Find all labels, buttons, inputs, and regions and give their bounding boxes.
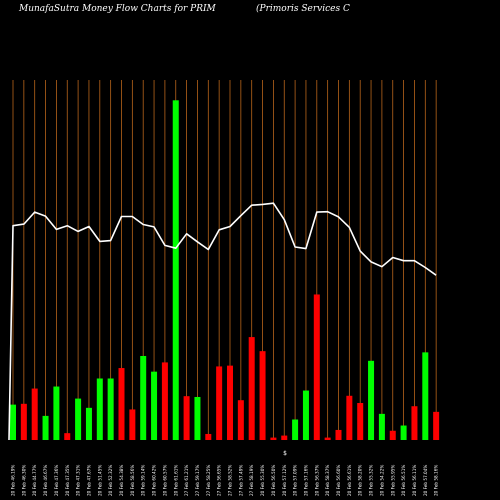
x-tick-label: 20 Feb 56.11% — [412, 465, 417, 496]
bar-down — [129, 409, 136, 440]
x-tick-label: 20 Feb 51.45% — [97, 465, 102, 496]
bar-up — [53, 386, 60, 440]
bar-down — [281, 435, 288, 440]
x-tick-label: 20 Feb 44.77% — [32, 465, 37, 496]
axis-marker: $ — [283, 450, 287, 457]
x-tick-label: 20 Feb 56.61% — [347, 465, 352, 496]
price-line — [8, 202, 437, 441]
x-tick-label: 27 Feb 56.65% — [217, 465, 222, 496]
bar-down — [31, 388, 38, 440]
bar-down — [270, 437, 277, 440]
bar-up — [85, 407, 92, 440]
x-tick-label: 20 Feb 60.42% — [152, 465, 157, 496]
bar-down — [433, 411, 440, 440]
x-tick-label: 27 Feb 57.49% — [238, 465, 243, 496]
bar-down — [183, 396, 190, 440]
x-tick-label: 20 Feb 58.37% — [325, 465, 330, 496]
bar-up — [10, 404, 16, 440]
x-tick-label: 20 Feb 56.50% — [271, 465, 276, 496]
bar-up — [42, 415, 49, 440]
x-tick-label: 20 Feb 47.36% — [54, 465, 59, 496]
x-tick-label: 27 Feb 58.25% — [206, 465, 211, 496]
bar-up — [194, 396, 201, 440]
x-tick-label: 20 Feb 47.31% — [76, 465, 81, 496]
bar-up — [378, 413, 385, 440]
bar-up — [368, 360, 375, 440]
bar-up — [292, 419, 299, 440]
bar-up — [172, 100, 179, 440]
x-tick-label: 27 Feb 58.19% — [249, 465, 254, 496]
x-tick-label: 20 Feb 57.04% — [423, 465, 428, 496]
x-tick-label: 20 Feb 54.38% — [119, 465, 124, 496]
bar-down — [411, 406, 418, 440]
x-tick-label: 20 Feb 47.35% — [65, 465, 70, 496]
x-tick-label: 20 Feb 52.32% — [108, 465, 113, 496]
bar-down — [259, 351, 266, 440]
x-tick-label: 20 Feb 47.67% — [86, 465, 91, 496]
x-tick-label: 27 Feb 61.21% — [184, 465, 189, 496]
x-tick-label: 27 Feb 58.52% — [228, 465, 233, 496]
bar-down — [227, 365, 233, 440]
bar-down — [118, 368, 125, 440]
bar-down — [389, 430, 396, 440]
bar-down — [161, 362, 168, 440]
bar-up — [75, 398, 82, 440]
chart-title: MunafaSutra Money Flow Charts for PRIM — [19, 4, 216, 14]
bar-down — [324, 437, 331, 440]
x-tick-label: 20 Feb 46.30% — [21, 465, 26, 496]
x-tick-label: 27 Feb 59.17% — [195, 465, 200, 496]
bar-down — [64, 433, 71, 440]
bar-down — [346, 395, 353, 440]
x-tick-label: 20 Feb 55.95% — [390, 465, 395, 496]
bar-down — [313, 294, 320, 440]
x-tick-label: 20 Feb 46.19% — [11, 465, 16, 496]
bar-up — [151, 371, 158, 440]
bar-up — [302, 390, 309, 440]
bar-down — [248, 337, 255, 440]
bar-up — [140, 355, 147, 440]
x-tick-label: 20 Feb 55.30% — [260, 465, 265, 496]
bar-up — [422, 352, 429, 440]
x-tick-label: 20 Feb 59.14% — [141, 465, 146, 496]
x-tick-label: 20 Feb 58.56% — [130, 465, 135, 496]
x-tick-label: 20 Feb 61.61% — [173, 465, 178, 496]
bar-down — [205, 433, 212, 440]
x-axis-labels: 20 Feb 46.19% 20 Feb 46.30% 20 Feb 44.77% 2… — [11, 465, 439, 496]
bar-down — [357, 403, 364, 440]
x-tick-label: 20 Feb 56.60% — [336, 465, 341, 496]
bar-up — [400, 425, 407, 440]
bar-up — [96, 378, 103, 440]
price-line-path — [8, 202, 437, 441]
x-tick-label: 20 Feb 54.22% — [379, 465, 384, 496]
chart-company-name: (Primoris Services C — [256, 4, 350, 14]
x-tick-label: 20 Feb 58.16% — [434, 465, 439, 496]
bar-down — [216, 366, 223, 440]
x-tick-label: 20 Feb 56.51% — [401, 465, 406, 496]
bar-down — [335, 429, 342, 440]
x-tick-label: 20 Feb 58.20% — [358, 465, 363, 496]
x-tick-label: 20 Feb 57.09% — [293, 465, 298, 496]
x-tick-label: 20 Feb 46.67% — [43, 465, 48, 496]
x-tick-label: 20 Feb 56.37% — [314, 465, 319, 496]
bar-down — [20, 403, 27, 440]
x-tick-label: 20 Feb 55.32% — [369, 465, 374, 496]
x-tick-label: 20 Feb 57.16% — [303, 465, 308, 496]
money-flow-bars — [10, 100, 440, 440]
x-tick-label: 20 Feb 60.57% — [162, 465, 167, 496]
bar-up — [107, 378, 114, 440]
x-tick-label: 20 Feb 57.12% — [282, 465, 287, 496]
bar-down — [237, 400, 244, 440]
